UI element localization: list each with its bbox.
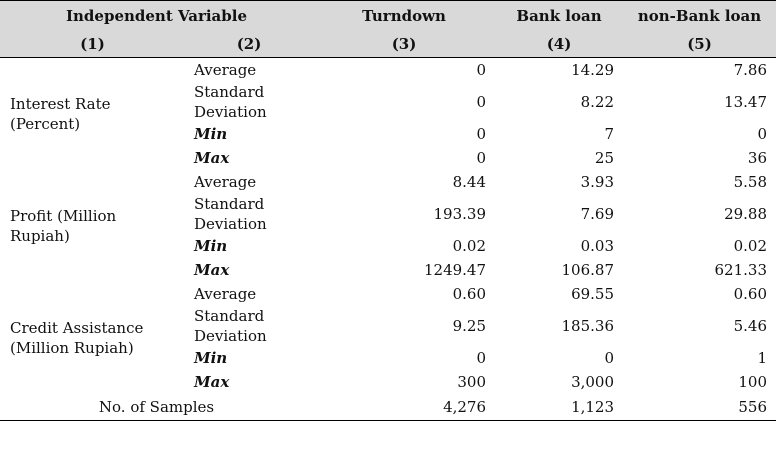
bank-loan-value: 3,000 — [571, 373, 615, 391]
header-non-bank-loan: non-Bank loan — [623, 0, 776, 31]
turndown-value: 0 — [476, 61, 487, 79]
stat-label: Max — [194, 149, 230, 167]
bank-loan-value: 69.55 — [571, 285, 615, 303]
variable-label: Credit Assistance (Million Rupiah) — [10, 319, 144, 357]
non-bank-loan-value: 0.02 — [733, 237, 768, 255]
non-bank-loan-value: 7.86 — [733, 61, 768, 79]
turndown-value: 0.60 — [452, 285, 487, 303]
bank-loan-value: 7.69 — [580, 205, 615, 223]
table-row: Min 0 7 0 — [0, 122, 776, 146]
stat-label: Min — [194, 125, 228, 143]
column-number-4: (4) — [495, 31, 624, 58]
non-bank-loan-value: 5.58 — [733, 173, 768, 191]
turndown-value: 1249.47 — [423, 261, 487, 279]
bank-loan-value: 8.22 — [580, 93, 615, 111]
samples-row: No. of Samples 4,276 1,123 556 — [0, 394, 776, 421]
non-bank-loan-value: 13.47 — [724, 93, 768, 111]
statistics-table: Independent Variable Turndown Bank loan … — [0, 0, 776, 421]
turndown-value: 9.25 — [452, 317, 487, 335]
stat-label: Average — [194, 173, 257, 191]
stat-label: Average — [194, 285, 257, 303]
stat-label: Average — [194, 61, 257, 79]
turndown-samples: 4,276 — [313, 394, 496, 421]
variable-label: Profit (Million Rupiah) — [10, 207, 117, 245]
table-row: Interest Rate (Percent) Average 0 14.29 … — [0, 58, 776, 133]
table-row: Profit (Million Rupiah) Average 8.44 3.9… — [0, 170, 776, 245]
stat-label: Standard Deviation — [194, 83, 267, 121]
bank-loan-value: 14.29 — [571, 61, 615, 79]
bank-loan-value: 185.36 — [561, 317, 615, 335]
non-bank-loan-value: 100 — [738, 373, 768, 391]
turndown-value: 193.39 — [433, 205, 487, 223]
turndown-value: 0 — [476, 149, 487, 167]
table-row: Credit Assistance (Million Rupiah) Avera… — [0, 282, 776, 357]
stat-label: Min — [194, 349, 228, 367]
non-bank-loan-value: 621.33 — [714, 261, 768, 279]
stat-label: Max — [194, 261, 230, 279]
table-row: Standard Deviation 0 8.22 13.47 — [0, 82, 776, 122]
bank-loan-value: 0.03 — [580, 237, 615, 255]
stat-label: Max — [194, 373, 230, 391]
table-row: Max 1249.47 106.87 621.33 — [0, 258, 776, 282]
table-row: Min 0 0 1 — [0, 346, 776, 370]
column-number-1: (1) — [0, 31, 185, 58]
stat-label: Min — [194, 237, 228, 255]
stat-label: Standard Deviation — [194, 195, 267, 233]
table-row: Max 0 25 36 — [0, 146, 776, 170]
non-bank-loan-value: 29.88 — [724, 205, 768, 223]
stat-label: Standard Deviation — [194, 307, 267, 345]
header-bank-loan: Bank loan — [495, 0, 624, 31]
turndown-value: 300 — [457, 373, 487, 391]
header-row: Independent Variable Turndown Bank loan … — [0, 0, 776, 31]
table-row: Min 0.02 0.03 0.02 — [0, 234, 776, 258]
non-bank-loan-value: 36 — [747, 149, 768, 167]
non-bank-loan-value: 5.46 — [733, 317, 768, 335]
bank-loan-samples: 1,123 — [495, 394, 624, 421]
header-turndown: Turndown — [313, 0, 496, 31]
variable-label: Interest Rate (Percent) — [10, 95, 111, 133]
table-row: Max 300 3,000 100 — [0, 370, 776, 394]
column-number-3: (3) — [313, 31, 496, 58]
turndown-value: 0 — [476, 125, 487, 143]
turndown-value: 0 — [476, 93, 487, 111]
turndown-value: 8.44 — [452, 173, 487, 191]
column-number-5: (5) — [623, 31, 776, 58]
samples-label: No. of Samples — [0, 394, 314, 421]
non-bank-loan-samples: 556 — [623, 394, 776, 421]
table-row: Standard Deviation 9.25 185.36 5.46 — [0, 306, 776, 346]
turndown-value: 0 — [476, 349, 487, 367]
non-bank-loan-value: 1 — [757, 349, 768, 367]
bank-loan-value: 7 — [604, 125, 615, 143]
turndown-value: 0.02 — [452, 237, 487, 255]
column-number-row: (1) (2) (3) (4) (5) — [0, 31, 776, 58]
table-row: Standard Deviation 193.39 7.69 29.88 — [0, 194, 776, 234]
header-independent-variable: Independent Variable — [0, 0, 314, 31]
column-number-2: (2) — [185, 31, 314, 58]
bank-loan-value: 25 — [594, 149, 615, 167]
bank-loan-value: 3.93 — [580, 173, 615, 191]
non-bank-loan-value: 0.60 — [733, 285, 768, 303]
bank-loan-value: 0 — [604, 349, 615, 367]
bank-loan-value: 106.87 — [561, 261, 615, 279]
non-bank-loan-value: 0 — [757, 125, 768, 143]
